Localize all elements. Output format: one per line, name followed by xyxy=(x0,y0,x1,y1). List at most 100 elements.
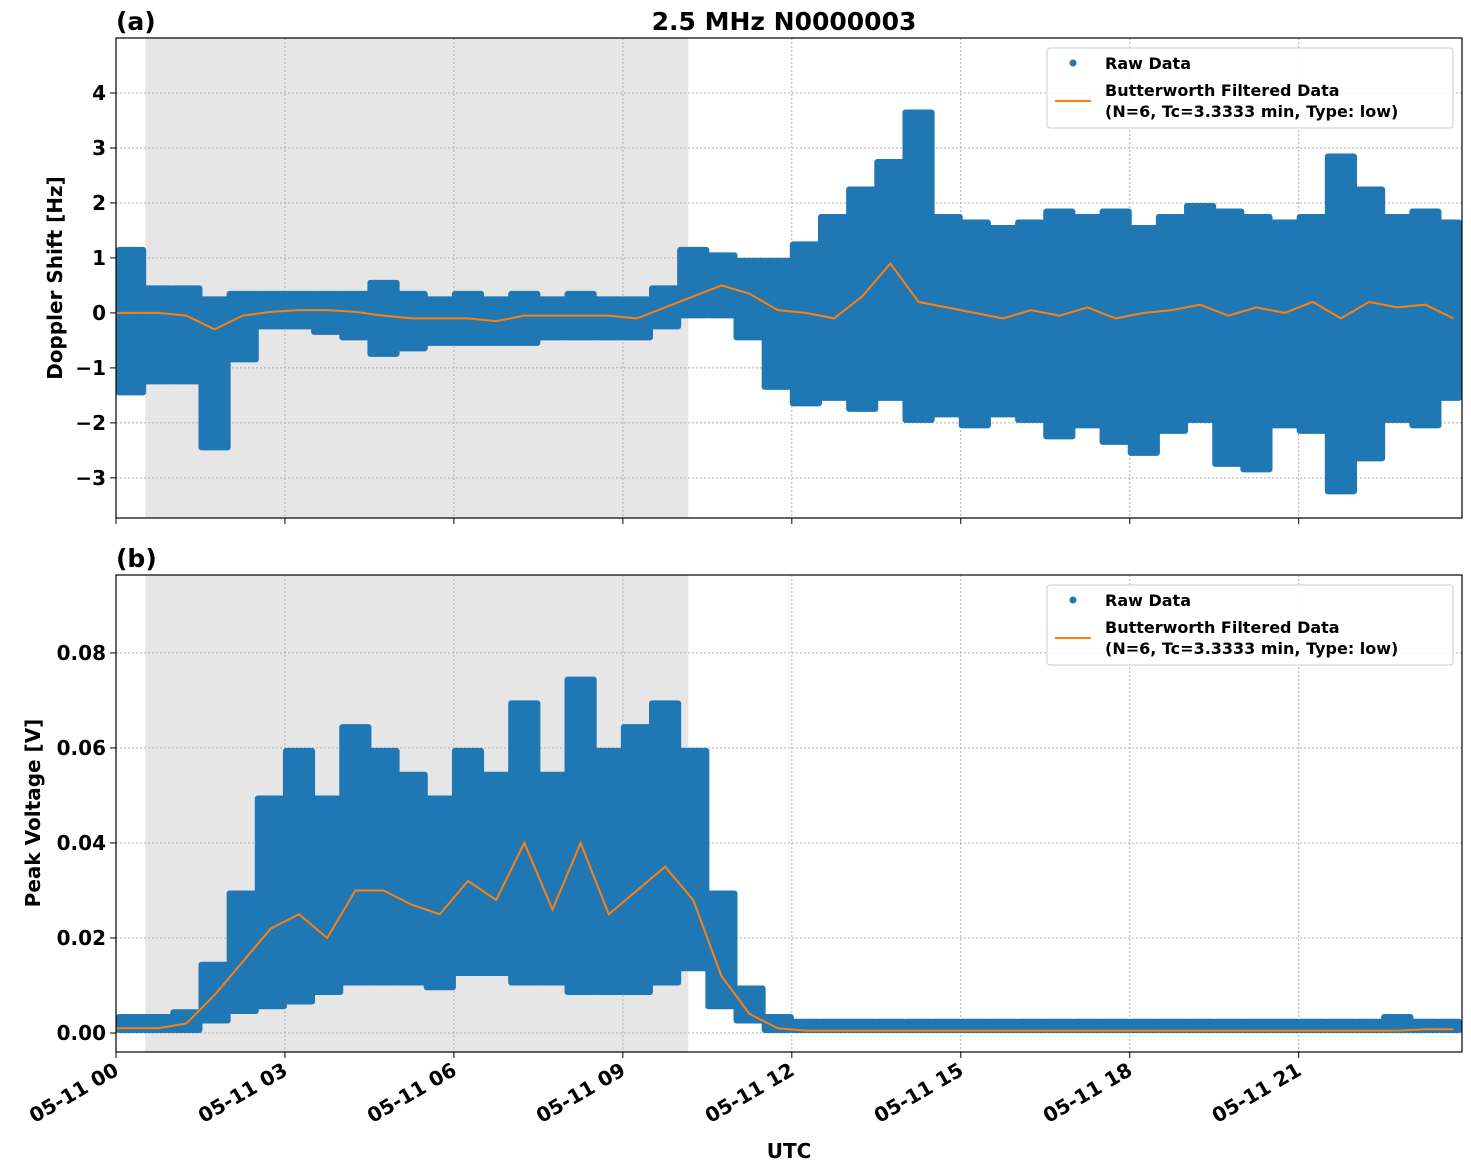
raw-data-band xyxy=(817,1018,851,1033)
raw-data-band xyxy=(1184,202,1217,423)
raw-data-band xyxy=(902,1018,935,1033)
y-tick-label: 0.00 xyxy=(57,1021,106,1045)
raw-data-band xyxy=(1043,1018,1076,1033)
x-tick-label: 05-11 00 xyxy=(25,1058,123,1128)
raw-data-band xyxy=(1240,1018,1273,1033)
y-tick-label: 2 xyxy=(92,191,106,215)
legend-filtered-label: (N=6, Tc=3.3333 min, Type: low) xyxy=(1105,639,1398,658)
legend: Raw Data Butterworth Filtered Data (N=6, T… xyxy=(1046,47,1454,129)
raw-data-band xyxy=(1381,1013,1414,1033)
raw-data-band xyxy=(705,890,738,1010)
raw-data-band xyxy=(423,296,456,346)
raw-data-band xyxy=(986,1018,1020,1033)
raw-data-band xyxy=(282,747,316,1005)
raw-data-band xyxy=(254,795,287,1010)
x-tick-label: 05-11 21 xyxy=(1208,1058,1306,1128)
raw-data-band xyxy=(198,296,231,451)
y-tick-label: 0.02 xyxy=(57,926,106,950)
panel-a: −3 −2 −1 0 1 2 3 4 Raw Data Butterworth Filtered … xyxy=(75,37,1463,524)
panel-a-ylabel: Doppler Shift [Hz] xyxy=(43,176,67,380)
raw-data-band xyxy=(1184,1018,1217,1033)
axes-frame xyxy=(115,37,1463,519)
figure-title: 2.5 MHz N0000003 xyxy=(652,7,917,36)
raw-data-band xyxy=(677,747,710,972)
raw-data-band xyxy=(1155,1018,1189,1033)
raw-data-band xyxy=(1071,1018,1104,1033)
raw-data-band xyxy=(1240,213,1273,473)
raw-data-band xyxy=(958,1018,991,1033)
raw-data-band xyxy=(1324,153,1357,495)
raw-data-band xyxy=(536,771,569,986)
raw-data-band xyxy=(142,285,175,385)
raw-data-band xyxy=(1296,213,1329,434)
y-tick-label: 0.04 xyxy=(57,831,106,855)
raw-data-band xyxy=(1015,219,1048,423)
raw-data-band xyxy=(874,158,907,401)
legend-raw-marker xyxy=(1069,596,1077,604)
raw-data-band xyxy=(1268,1018,1301,1033)
raw-data-band xyxy=(1071,213,1104,429)
raw-data-band xyxy=(930,213,963,418)
raw-data-band xyxy=(1155,213,1189,434)
legend-box xyxy=(1046,47,1454,129)
x-tick-label: 05-11 03 xyxy=(194,1058,292,1128)
panel-b-ylabel: Peak Voltage [V] xyxy=(21,719,45,908)
raw-data-band xyxy=(1381,213,1414,423)
legend-filtered-label: Butterworth Filtered Data xyxy=(1105,81,1340,100)
raw-data-band xyxy=(958,219,991,429)
raw-data-band xyxy=(367,279,400,357)
filtered-data-line xyxy=(116,840,1454,1032)
x-tick-label: 05-11 06 xyxy=(363,1058,461,1128)
legend: Raw Data Butterworth Filtered Data (N=6, T… xyxy=(1046,584,1454,666)
y-tick-label: 0 xyxy=(92,301,106,325)
raw-data-band xyxy=(930,1018,963,1033)
panel-b-label: (b) xyxy=(116,544,157,573)
raw-data-band xyxy=(1043,208,1076,440)
raw-data-band xyxy=(1015,1018,1048,1033)
raw-data-band xyxy=(311,795,344,995)
raw-data-band xyxy=(226,290,259,363)
raw-data-band xyxy=(1437,219,1462,401)
raw-data-band xyxy=(1352,1018,1386,1033)
raw-data-band xyxy=(1352,186,1386,462)
raw-data-band xyxy=(846,1018,879,1033)
raw-data-band xyxy=(339,290,372,341)
raw-data-band xyxy=(620,724,654,995)
raw-data-band xyxy=(592,747,625,995)
raw-data-band xyxy=(1099,208,1132,445)
raw-data-band xyxy=(1212,1018,1245,1033)
raw-data-band xyxy=(1212,208,1245,467)
raw-data-band xyxy=(536,296,569,341)
raw-data-band xyxy=(649,700,682,986)
raw-data-band xyxy=(986,224,1020,418)
legend-raw-label: Raw Data xyxy=(1105,591,1191,610)
raw-data-band xyxy=(902,109,935,423)
raw-data-band xyxy=(395,771,428,986)
raw-data-band xyxy=(395,290,428,352)
raw-data-band xyxy=(339,724,372,986)
raw-data-band xyxy=(592,296,625,341)
night-shading xyxy=(145,38,689,518)
raw-data-band xyxy=(1127,224,1160,456)
raw-data-band xyxy=(874,1018,907,1033)
raw-data-band xyxy=(761,257,794,390)
legend-raw-marker xyxy=(1069,59,1077,67)
y-tick-label: 3 xyxy=(92,136,106,160)
filtered-data-line xyxy=(116,261,1454,331)
raw-data-band xyxy=(564,676,597,995)
y-tick-label: −3 xyxy=(75,466,106,490)
raw-data-band xyxy=(846,186,879,412)
legend-box xyxy=(1046,584,1454,666)
y-tick-label: −1 xyxy=(75,356,106,380)
raw-data-band xyxy=(789,241,822,407)
raw-data-band xyxy=(480,771,513,976)
raw-data-band xyxy=(1409,1018,1442,1033)
x-tick-label: 05-11 09 xyxy=(532,1058,630,1128)
y-tick-label: 4 xyxy=(92,81,106,105)
y-tick-label: 0.08 xyxy=(57,641,106,665)
x-axis-label: UTC xyxy=(767,1139,812,1163)
y-tick-label: 1 xyxy=(92,246,106,270)
raw-data-band xyxy=(733,257,766,341)
raw-data-band xyxy=(311,290,344,335)
